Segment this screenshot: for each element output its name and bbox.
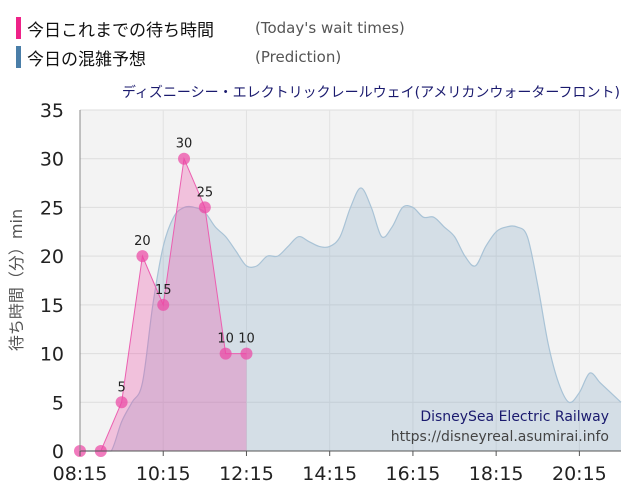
- actual-point-label: 15: [155, 283, 172, 298]
- actual-point: [178, 152, 191, 165]
- x-tick-label: 14:15: [302, 463, 357, 485]
- plot-background: [80, 110, 621, 451]
- actual-point: [115, 396, 128, 409]
- legend-predicted: 今日の混雑予想 (Prediction): [16, 46, 342, 70]
- actual-point: [219, 347, 232, 360]
- actual-point-label: 10: [238, 332, 255, 347]
- x-tick-label: 12:15: [219, 463, 274, 485]
- x-tick-label: 10:15: [136, 463, 191, 485]
- y-tick-label: 35: [40, 100, 64, 122]
- legend-predicted-swatch: [16, 46, 21, 68]
- actual-point-label: 25: [197, 185, 214, 200]
- prediction-area: [80, 187, 621, 451]
- actual-point: [157, 298, 170, 311]
- x-tick-label: 20:15: [552, 463, 607, 485]
- actual-point: [240, 347, 253, 360]
- legend-predicted-en: (Prediction): [255, 48, 342, 66]
- actual-point-label: 30: [176, 137, 193, 152]
- actual-point: [198, 201, 211, 214]
- x-tick-label: 18:15: [469, 463, 524, 485]
- y-tick-label: 10: [40, 344, 64, 366]
- legend-actual-label: 今日これまでの待ち時間: [27, 20, 214, 41]
- legend-actual-en: (Today's wait times): [255, 19, 405, 37]
- legend-predicted-label: 今日の混雑予想: [27, 49, 146, 70]
- y-tick-label: 15: [40, 295, 64, 317]
- y-tick-label: 5: [52, 392, 64, 414]
- actual-layer: 5 20 15 30 25 10 10: [74, 137, 255, 457]
- legend-actual-swatch: [16, 17, 21, 39]
- actual-point: [136, 250, 149, 263]
- actual-point-label: 5: [117, 380, 125, 395]
- y-tick-label: 0: [52, 441, 64, 463]
- chart-title: ディズニーシー・エレクトリックレールウェイ(アメリカンウォーターフロント): [122, 84, 620, 101]
- actual-point-label: 10: [217, 332, 234, 347]
- y-tick-label: 30: [40, 149, 64, 171]
- actual-area: [80, 158, 247, 451]
- y-axis-label: 待ち時間（分）min: [7, 209, 26, 351]
- actual-point-label: 20: [134, 234, 151, 249]
- y-tick-label: 25: [40, 197, 64, 219]
- watermark-url: https://disneyreal.asumirai.info: [391, 429, 609, 445]
- prediction-layer: [79, 187, 622, 452]
- watermark-name: DisneySea Electric Railway: [420, 409, 609, 425]
- prediction-line: [79, 187, 622, 452]
- axes: 0 5 10 15 20 25 30 35 08:15 10:15 12:15 14:15 16:15 1…: [40, 100, 621, 485]
- y-tick-label: 20: [40, 246, 64, 268]
- x-tick-label: 08:15: [53, 463, 108, 485]
- legend-actual: 今日これまでの待ち時間 (Today's wait times): [16, 17, 405, 41]
- x-tick-label: 16:15: [386, 463, 441, 485]
